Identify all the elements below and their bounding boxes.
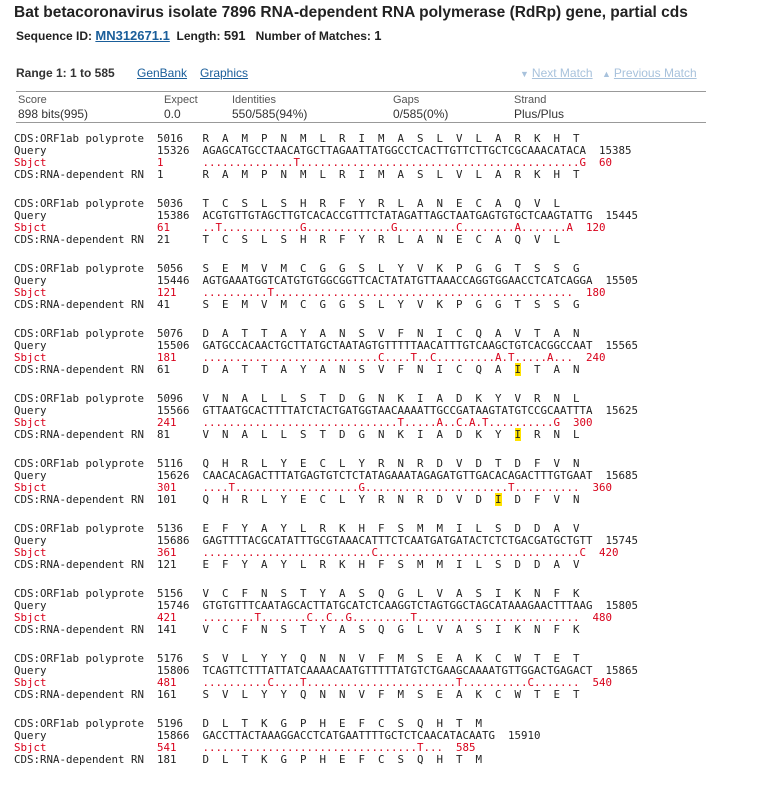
expect-value: 0.0 (164, 107, 181, 121)
graphics-link[interactable]: Graphics (200, 66, 249, 80)
query-line: Query 15746 GTGTGTTTCAATAGCACTTATGCATCTC… (14, 599, 639, 612)
cds-rdrp-line: CDS:RNA-dependent RN 61 D A T T A Y A N … (14, 363, 580, 376)
cds-orf1ab-line: CDS:ORF1ab polyprote 5196 D L T K G P H … (14, 717, 483, 730)
sequence-info: Sequence ID: MN312671.1 Length: 591 Numb… (16, 28, 382, 43)
sbjct-line: Sbjct 241 ..............................… (14, 416, 593, 429)
cds-rdrp-line: CDS:RNA-dependent RN 81 V N A L L S T D … (14, 428, 580, 441)
alignment-view: CDS:ORF1ab polyprote 5016 R A M P N M L … (14, 133, 638, 783)
alignment-block: CDS:ORF1ab polyprote 5096 V N A L L S T … (14, 393, 638, 441)
cds-orf1ab-line: CDS:ORF1ab polyprote 5056 S E M V M C G … (14, 262, 580, 275)
query-line: Query 15626 CAACACAGACTTTATGAGTGTCTCTATA… (14, 469, 639, 482)
mismatch-highlight: I (514, 428, 522, 441)
query-line: Query 15506 GATGCCACAACTGCTTATGCTAATAGTG… (14, 339, 639, 352)
range-label: Range 1: 1 to 585 (16, 66, 115, 80)
matches-label: Number of Matches: (255, 29, 371, 43)
query-line: Query 15386 ACGTGTTGTAGCTTGTCACACCGTTTCT… (14, 209, 639, 222)
query-line: Query 15686 GAGTTTTACGCATATTTGCGTAAACATT… (14, 534, 639, 547)
sbjct-line: Sbjct 481 ..........C....T..............… (14, 676, 613, 689)
gaps-col: Gaps 0/585(0%) (393, 94, 449, 121)
expect-col: Expect 0.0 (164, 94, 198, 121)
cds-rdrp-line: CDS:RNA-dependent RN 101 Q H R L Y E C L… (14, 493, 580, 506)
sbjct-line: Sbjct 121 ..........T...................… (14, 286, 606, 299)
strand-col: Strand Plus/Plus (514, 94, 565, 121)
sbjct-line: Sbjct 301 ....T...................G.....… (14, 481, 613, 494)
query-line: Query 15806 TCAGTTCTTTATTATCAAAACAATGTTT… (14, 664, 639, 677)
gaps-value: 0/585(0%) (393, 107, 449, 121)
cds-orf1ab-line: CDS:ORF1ab polyprote 5116 Q H R L Y E C … (14, 457, 580, 470)
sbjct-line: Sbjct 1 ..............T.................… (14, 156, 613, 169)
sequence-id-link[interactable]: MN312671.1 (95, 28, 170, 43)
alignment-block: CDS:ORF1ab polyprote 5196 D L T K G P H … (14, 718, 638, 766)
sbjct-line: Sbjct 181 ...........................C..… (14, 351, 606, 364)
cds-orf1ab-line: CDS:ORF1ab polyprote 5096 V N A L L S T … (14, 392, 580, 405)
alignment-block: CDS:ORF1ab polyprote 5076 D A T T A Y A … (14, 328, 638, 376)
down-triangle-icon: ▼ (520, 69, 529, 79)
cds-rdrp-line: CDS:RNA-dependent RN 1 R A M P N M L R I… (14, 168, 580, 181)
alignment-block: CDS:ORF1ab polyprote 5116 Q H R L Y E C … (14, 458, 638, 506)
cds-orf1ab-line: CDS:ORF1ab polyprote 5016 R A M P N M L … (14, 132, 580, 145)
query-line: Query 15866 GACCTTACTAAAGGACCTCATGAATTTT… (14, 729, 541, 742)
previous-match-link[interactable]: ▲ Previous Match (602, 66, 697, 80)
sequence-id-label: Sequence ID: (16, 29, 93, 43)
cds-rdrp-line: CDS:RNA-dependent RN 121 E F Y A Y L R K… (14, 558, 580, 571)
identities-value: 550/585(94%) (232, 107, 308, 121)
matches-value: 1 (374, 28, 382, 43)
sbjct-line: Sbjct 541 ..............................… (14, 741, 476, 754)
cds-orf1ab-line: CDS:ORF1ab polyprote 5136 E F Y A Y L R … (14, 522, 580, 535)
alignment-block: CDS:ORF1ab polyprote 5016 R A M P N M L … (14, 133, 638, 181)
alignment-block: CDS:ORF1ab polyprote 5176 S V L Y Y Q N … (14, 653, 638, 701)
query-line: Query 15566 GTTAATGCACTTTTATCTACTGATGGTA… (14, 404, 639, 417)
cds-rdrp-line: CDS:RNA-dependent RN 161 S V L Y Y Q N N… (14, 688, 580, 701)
cds-orf1ab-line: CDS:ORF1ab polyprote 5176 S V L Y Y Q N … (14, 652, 580, 665)
cds-rdrp-line: CDS:RNA-dependent RN 141 V C F N S T Y A… (14, 623, 580, 636)
cds-orf1ab-line: CDS:ORF1ab polyprote 5156 V C F N S T Y … (14, 587, 580, 600)
identities-col: Identities 550/585(94%) (232, 94, 308, 121)
mismatch-highlight: I (495, 493, 502, 506)
cds-rdrp-line: CDS:RNA-dependent RN 41 S E M V M C G G … (14, 298, 580, 311)
cds-rdrp-line: CDS:RNA-dependent RN 21 T C S L S H R F … (14, 233, 561, 246)
alignment-block: CDS:ORF1ab polyprote 5036 T C S L S H R … (14, 198, 638, 246)
cds-rdrp-line: CDS:RNA-dependent RN 181 D L T K G P H E… (14, 753, 483, 766)
query-line: Query 15326 AGAGCATGCCTAACATGCTTAGAATTAT… (14, 144, 632, 157)
genbank-link[interactable]: GenBank (137, 66, 188, 80)
alignment-stats: Score 898 bits(995) Expect 0.0 Identities 5… (16, 91, 706, 123)
score-value: 898 bits(995) (18, 107, 89, 121)
strand-value: Plus/Plus (514, 107, 565, 121)
sbjct-line: Sbjct 421 ........T.......C..C..G.......… (14, 611, 613, 624)
cds-orf1ab-line: CDS:ORF1ab polyprote 5076 D A T T A Y A … (14, 327, 580, 340)
next-match-link[interactable]: ▼ Next Match (520, 66, 593, 80)
alignment-block: CDS:ORF1ab polyprote 5136 E F Y A Y L R … (14, 523, 638, 571)
cds-orf1ab-line: CDS:ORF1ab polyprote 5036 T C S L S H R … (14, 197, 561, 210)
sbjct-line: Sbjct 361 ..........................C...… (14, 546, 619, 559)
mismatch-highlight: I (514, 363, 522, 376)
query-line: Query 15446 AGTGAAATGGTCATGTGTGGCGGTTCAC… (14, 274, 639, 287)
page-title: Bat betacoronavirus isolate 7896 RNA-dep… (14, 4, 688, 21)
alignment-block: CDS:ORF1ab polyprote 5156 V C F N S T Y … (14, 588, 638, 636)
length-value: 591 (223, 28, 246, 43)
up-triangle-icon: ▲ (602, 69, 611, 79)
sbjct-line: Sbjct 61 ..T............G.............G.… (14, 221, 606, 234)
score-col: Score 898 bits(995) (18, 94, 89, 121)
alignment-block: CDS:ORF1ab polyprote 5056 S E M V M C G … (14, 263, 638, 311)
length-label: Length: (176, 29, 221, 43)
